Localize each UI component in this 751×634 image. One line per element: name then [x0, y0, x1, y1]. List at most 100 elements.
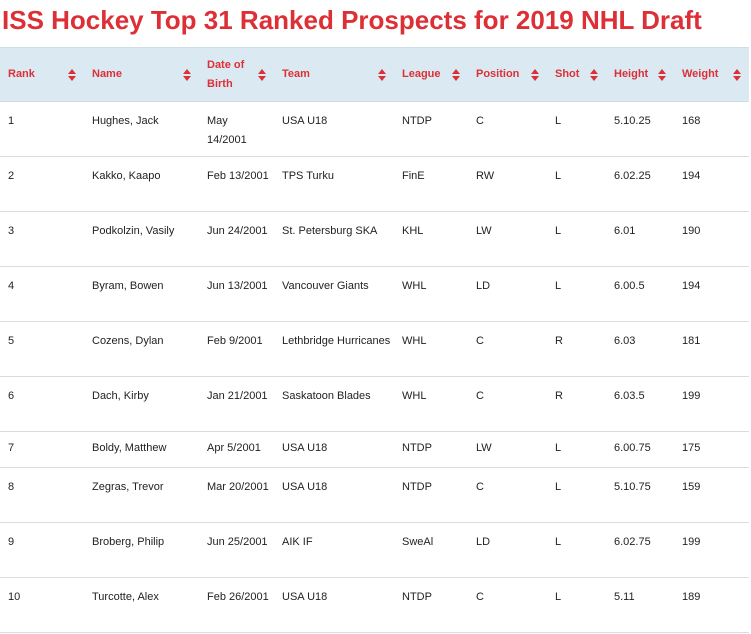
- cell-weight: 175: [682, 442, 701, 454]
- cell-league: NTDP: [402, 115, 432, 127]
- table-row: 10 Turcotte, Alex Feb 26/2001 USA U18 NTDP C L…: [0, 578, 749, 633]
- cell-weight: 189: [682, 591, 701, 603]
- cell-weight: 181: [682, 335, 701, 347]
- cell-rank: 6: [8, 390, 15, 402]
- cell-position: LW: [476, 225, 492, 237]
- cell-league: SweAl: [402, 536, 434, 548]
- page-title: ISS Hockey Top 31 Ranked Prospects for 2…: [2, 5, 702, 35]
- table-row: 5 Cozens, Dylan Feb 9/2001 Lethbridge Hurri…: [0, 322, 749, 377]
- cell-league: NTDP: [402, 591, 432, 603]
- column-header-position[interactable]: Position: [468, 47, 547, 102]
- cell-name: Turcotte, Alex: [92, 591, 159, 603]
- cell-rank: 5: [8, 335, 15, 347]
- table-row: 4 Byram, Bowen Jun 13/2001 Vancouver Giants…: [0, 267, 749, 322]
- cell-league: WHL: [402, 390, 427, 402]
- cell-date-of-birth: Jun 25/2001: [207, 536, 268, 548]
- cell-shot: L: [555, 481, 562, 493]
- cell-name: Dach, Kirby: [92, 390, 149, 402]
- cell-name: Podkolzin, Vasily: [92, 225, 175, 237]
- cell-weight: 190: [682, 225, 701, 237]
- sort-arrows-icon[interactable]: [378, 68, 386, 81]
- cell-weight: 194: [682, 170, 701, 182]
- cell-date-of-birth: Jun 13/2001: [207, 280, 268, 292]
- cell-position: RW: [476, 170, 495, 182]
- cell-league: KHL: [402, 225, 424, 237]
- sort-arrows-icon[interactable]: [658, 68, 666, 81]
- column-header-date-of-birth[interactable]: Date of Birth: [199, 47, 274, 102]
- cell-team: AIK IF: [282, 536, 313, 548]
- column-header-team[interactable]: Team: [274, 47, 394, 102]
- cell-rank: 9: [8, 536, 15, 548]
- cell-date-of-birth: May 14/2001: [207, 115, 247, 146]
- sort-arrows-icon[interactable]: [531, 68, 539, 81]
- cell-position: C: [476, 115, 484, 127]
- column-header-shot[interactable]: Shot: [547, 47, 606, 102]
- sort-arrows-icon[interactable]: [452, 68, 460, 81]
- cell-weight: 199: [682, 390, 701, 402]
- cell-league: NTDP: [402, 442, 432, 454]
- cell-position: LD: [476, 280, 491, 292]
- cell-height: 6.00.5: [614, 280, 645, 292]
- cell-height: 5.10.25: [614, 115, 651, 127]
- cell-shot: L: [555, 170, 562, 182]
- cell-rank: 2: [8, 170, 15, 182]
- cell-rank: 3: [8, 225, 15, 237]
- cell-name: Byram, Bowen: [92, 280, 164, 292]
- cell-date-of-birth: Apr 5/2001: [207, 442, 261, 454]
- cell-shot: L: [555, 536, 562, 548]
- cell-team: Lethbridge Hurricanes: [282, 335, 391, 347]
- cell-weight: 168: [682, 115, 701, 127]
- cell-date-of-birth: Feb 26/2001: [207, 591, 269, 603]
- table-row: 7 Boldy, Matthew Apr 5/2001 USA U18 NTDP LW L 6…: [0, 432, 749, 468]
- sort-arrows-icon[interactable]: [183, 68, 191, 81]
- column-header-height[interactable]: Height: [606, 47, 674, 102]
- table-row: 9 Broberg, Philip Jun 25/2001 AIK IF SweAl LD…: [0, 523, 749, 578]
- cell-weight: 194: [682, 280, 701, 292]
- cell-shot: L: [555, 225, 562, 237]
- cell-team: TPS Turku: [282, 170, 334, 182]
- cell-team: St. Petersburg SKA: [282, 225, 378, 237]
- cell-position: C: [476, 390, 484, 402]
- cell-team: USA U18: [282, 115, 328, 127]
- cell-name: Cozens, Dylan: [92, 335, 164, 347]
- cell-shot: L: [555, 115, 562, 127]
- cell-date-of-birth: Jun 24/2001: [207, 225, 268, 237]
- cell-team: Vancouver Giants: [282, 280, 369, 292]
- cell-height: 6.02.25: [614, 170, 651, 182]
- sort-arrows-icon[interactable]: [258, 68, 266, 81]
- cell-team: USA U18: [282, 591, 328, 603]
- cell-team: USA U18: [282, 481, 328, 493]
- cell-position: C: [476, 481, 484, 493]
- cell-height: 6.03.5: [614, 390, 645, 402]
- prospects-table: Rank Name Date of Birth Team League Posi…: [0, 47, 749, 633]
- cell-date-of-birth: Mar 20/2001: [207, 481, 269, 493]
- sort-arrows-icon[interactable]: [733, 68, 741, 81]
- cell-date-of-birth: Feb 13/2001: [207, 170, 269, 182]
- cell-shot: L: [555, 591, 562, 603]
- column-header-weight[interactable]: Weight: [674, 47, 749, 102]
- cell-weight: 159: [682, 481, 701, 493]
- table-row: 6 Dach, Kirby Jan 21/2001 Saskatoon Blades W…: [0, 377, 749, 432]
- table-row: 2 Kakko, Kaapo Feb 13/2001 TPS Turku FinE RW L…: [0, 157, 749, 212]
- cell-rank: 8: [8, 481, 15, 493]
- cell-position: C: [476, 335, 484, 347]
- column-header-name[interactable]: Name: [84, 47, 199, 102]
- cell-height: 6.02.75: [614, 536, 651, 548]
- cell-shot: R: [555, 390, 563, 402]
- table-header-row: Rank Name Date of Birth Team League Posi…: [0, 47, 749, 102]
- cell-team: USA U18: [282, 442, 328, 454]
- cell-rank: 7: [8, 442, 15, 454]
- cell-league: NTDP: [402, 481, 432, 493]
- cell-league: WHL: [402, 335, 427, 347]
- column-header-rank[interactable]: Rank: [0, 47, 84, 102]
- cell-height: 6.01: [614, 225, 636, 237]
- cell-rank: 4: [8, 280, 15, 292]
- column-header-league[interactable]: League: [394, 47, 468, 102]
- sort-arrows-icon[interactable]: [590, 68, 598, 81]
- cell-rank: 1: [8, 115, 15, 127]
- cell-shot: R: [555, 335, 563, 347]
- cell-height: 6.03: [614, 335, 636, 347]
- cell-date-of-birth: Feb 9/2001: [207, 335, 263, 347]
- sort-arrows-icon[interactable]: [68, 68, 76, 81]
- cell-name: Kakko, Kaapo: [92, 170, 161, 182]
